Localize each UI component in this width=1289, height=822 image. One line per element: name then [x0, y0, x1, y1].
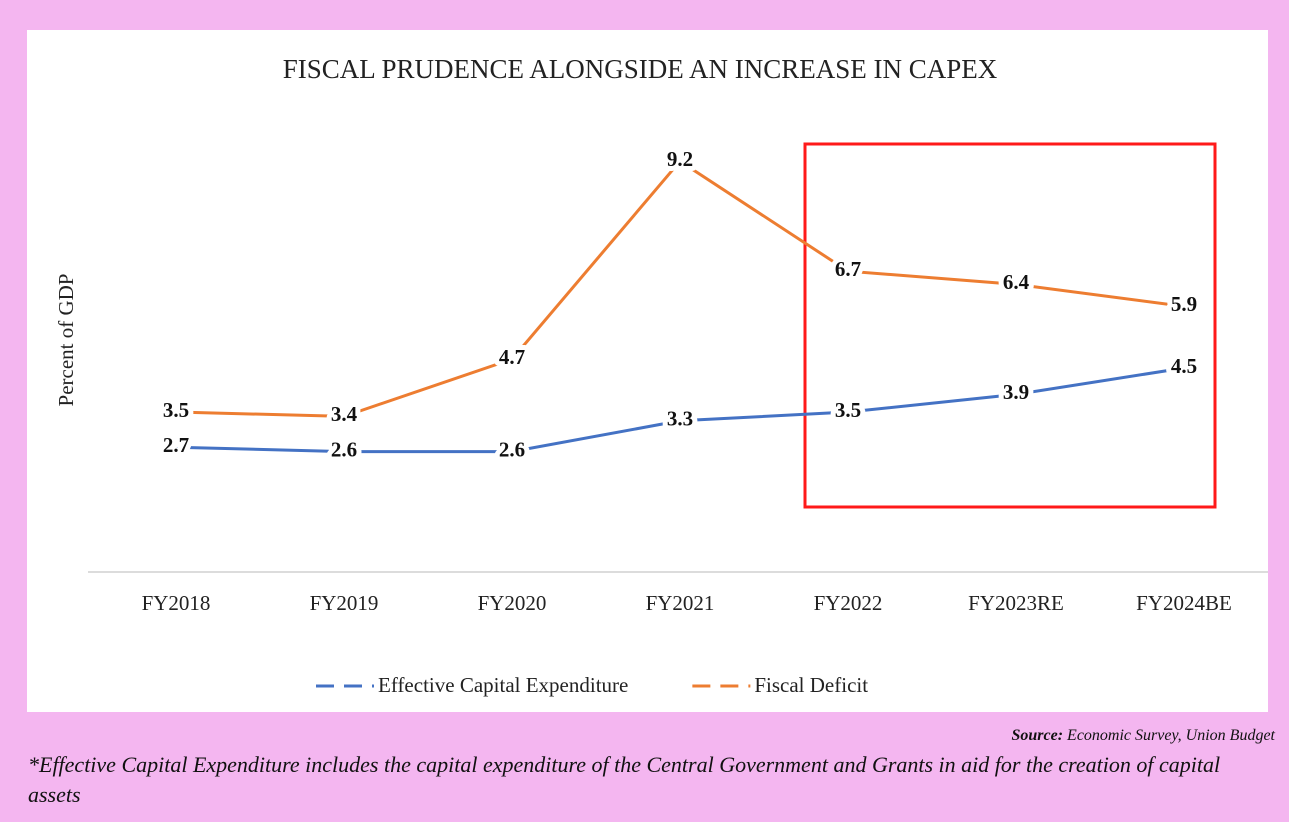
- x-tick-label: FY2023RE: [968, 591, 1064, 615]
- x-tick-label: FY2019: [310, 591, 379, 615]
- data-label: 3.9: [1003, 380, 1029, 404]
- data-label: 9.2: [667, 147, 693, 171]
- x-tick-label: FY2020: [478, 591, 547, 615]
- data-label: 4.7: [499, 345, 525, 369]
- source: Source: Economic Survey, Union Budget: [1011, 727, 1275, 745]
- series-line: [175, 159, 1185, 418]
- data-label: 6.4: [1003, 270, 1030, 294]
- data-label: 2.6: [499, 437, 525, 461]
- data-label: 3.4: [331, 402, 358, 426]
- source-text: Economic Survey, Union Budget: [1067, 727, 1275, 744]
- chart-title: FISCAL PRUDENCE ALONGSIDE AN INCREASE IN…: [283, 54, 998, 84]
- source-label: Source:: [1011, 727, 1064, 744]
- data-label: 6.7: [835, 257, 861, 281]
- y-axis-label: Percent of GDP: [54, 274, 78, 407]
- x-tick-label: FY2022: [814, 591, 883, 615]
- legend-label: Effective Capital Expenditure: [378, 673, 628, 697]
- data-label: 3.3: [667, 407, 693, 431]
- data-label: 4.5: [1171, 354, 1197, 378]
- x-tick-label: FY2024BE: [1136, 591, 1232, 615]
- data-label: 5.9: [1171, 292, 1197, 316]
- data-label: 2.6: [331, 437, 357, 461]
- highlight-box: [803, 142, 1217, 509]
- data-label: 3.5: [163, 398, 189, 422]
- data-label: 2.7: [163, 433, 189, 457]
- legend-label: Fiscal Deficit: [754, 673, 868, 697]
- chart: FISCAL PRUDENCE ALONGSIDE AN INCREASE IN…: [27, 30, 1268, 712]
- x-tick-label: FY2018: [142, 591, 211, 615]
- data-label: 3.5: [835, 398, 861, 422]
- x-tick-label: FY2021: [646, 591, 715, 615]
- series-line: [175, 366, 1185, 454]
- footnote: *Effective Capital Expenditure includes …: [28, 752, 1221, 807]
